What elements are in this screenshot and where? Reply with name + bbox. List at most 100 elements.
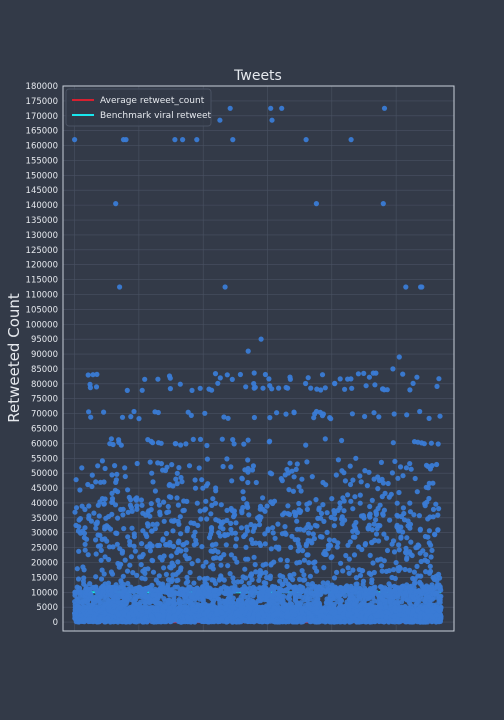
- data-point: [269, 583, 276, 590]
- data-point: [125, 580, 131, 587]
- data-point: [243, 384, 249, 390]
- data-point: [119, 414, 126, 420]
- data-point: [227, 571, 233, 577]
- data-point: [257, 517, 263, 523]
- data-point: [220, 463, 226, 470]
- data-point: [156, 573, 162, 579]
- data-point: [295, 537, 301, 543]
- data-point: [361, 370, 367, 376]
- data-point: [209, 387, 215, 393]
- data-point: [404, 412, 410, 418]
- data-point: [414, 599, 420, 606]
- data-point: [249, 467, 256, 473]
- data-point: [101, 409, 107, 415]
- data-point: [85, 552, 91, 558]
- data-point: [333, 472, 339, 478]
- data-point: [429, 547, 435, 554]
- data-point: [178, 442, 184, 448]
- data-point: [182, 553, 188, 559]
- data-point: [343, 552, 349, 559]
- data-point: [308, 525, 314, 531]
- data-point: [295, 548, 301, 554]
- data-point: [301, 572, 307, 578]
- data-point: [282, 524, 288, 530]
- data-point: [407, 461, 413, 467]
- data-point: [125, 487, 131, 493]
- data-point: [432, 531, 438, 537]
- data-point: [93, 525, 99, 531]
- data-point: [149, 470, 155, 476]
- data-point: [423, 569, 429, 575]
- data-point: [322, 551, 328, 558]
- data-point: [233, 536, 239, 542]
- data-point: [246, 512, 252, 518]
- data-point: [434, 383, 440, 389]
- data-point: [150, 479, 156, 485]
- data-point: [384, 535, 390, 541]
- data-point: [320, 479, 326, 486]
- data-point: [377, 584, 384, 590]
- y-tick-label: 95000: [31, 335, 58, 345]
- y-tick-label: 55000: [31, 454, 58, 464]
- data-point: [423, 484, 429, 490]
- data-point: [189, 387, 195, 393]
- data-point: [260, 495, 266, 501]
- data-point: [385, 480, 391, 487]
- data-point: [90, 372, 96, 378]
- data-point: [145, 566, 151, 572]
- data-point: [149, 543, 155, 549]
- data-point: [376, 414, 382, 420]
- data-point: [101, 571, 107, 577]
- data-point: [243, 575, 249, 581]
- data-point: [204, 442, 210, 449]
- data-point: [408, 602, 414, 609]
- data-point: [417, 408, 423, 415]
- y-tick-label: 75000: [31, 395, 58, 405]
- data-point: [109, 490, 115, 496]
- data-point: [81, 575, 87, 581]
- data-point: [242, 532, 248, 538]
- data-point: [176, 465, 182, 471]
- data-point: [383, 568, 389, 575]
- data-point: [93, 551, 99, 557]
- data-point: [283, 384, 289, 391]
- data-point: [161, 565, 167, 571]
- data-point: [245, 437, 251, 443]
- data-point: [414, 563, 420, 570]
- data-point: [304, 459, 310, 465]
- data-point: [170, 572, 176, 578]
- data-point: [183, 547, 189, 553]
- data-point: [275, 521, 281, 527]
- data-point: [433, 612, 440, 618]
- data-point: [403, 465, 409, 471]
- data-point: [134, 572, 140, 579]
- data-point: [166, 482, 172, 488]
- data-point: [366, 469, 372, 475]
- data-point: [96, 513, 102, 519]
- y-tick-label: 165000: [26, 127, 58, 137]
- data-point: [335, 457, 341, 463]
- data-point: [185, 409, 191, 415]
- data-point: [120, 506, 126, 512]
- data-point: [291, 474, 297, 480]
- data-point: [311, 536, 317, 542]
- data-point: [100, 584, 106, 590]
- data-point: [203, 559, 209, 565]
- y-tick-label: 140000: [26, 201, 58, 211]
- data-point: [362, 468, 368, 474]
- data-point: [76, 548, 82, 554]
- data-point: [139, 589, 145, 596]
- data-point: [375, 592, 382, 599]
- data-point: [114, 530, 120, 537]
- data-point: [233, 520, 239, 526]
- data-point: [351, 552, 358, 558]
- data-point: [153, 577, 159, 583]
- data-point: [296, 544, 302, 550]
- data-point: [212, 371, 219, 377]
- data-point: [208, 531, 214, 537]
- data-point: [318, 387, 324, 393]
- data-point: [288, 544, 294, 551]
- y-tick-label: 120000: [26, 261, 58, 271]
- data-point: [97, 532, 103, 539]
- data-point: [152, 409, 158, 415]
